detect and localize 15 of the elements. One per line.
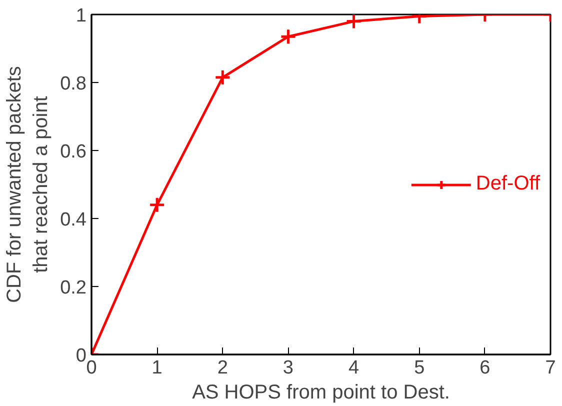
- x-tick-label: 6: [480, 358, 490, 378]
- x-tick-label: 7: [545, 358, 556, 378]
- y-axis-title: CDF for unwanted packets that reached a point: [4, 66, 52, 303]
- x-tick-label: 2: [217, 358, 228, 378]
- y-tick-label: 0.2: [60, 278, 87, 298]
- x-tick-label: 3: [282, 358, 294, 378]
- x-tick-label: 1: [152, 358, 162, 378]
- y-tick-label: 0.4: [60, 210, 87, 230]
- y-tick-label: 0.8: [60, 74, 87, 94]
- x-axis-title: AS HOPS from point to Dest.: [192, 382, 450, 404]
- y-tick-label: 1: [76, 6, 87, 26]
- y-tick-label: 0.6: [60, 142, 87, 162]
- legend-label: Def-Off: [476, 172, 540, 196]
- x-tick-label: 5: [414, 358, 425, 378]
- x-tick-label: 4: [348, 358, 360, 378]
